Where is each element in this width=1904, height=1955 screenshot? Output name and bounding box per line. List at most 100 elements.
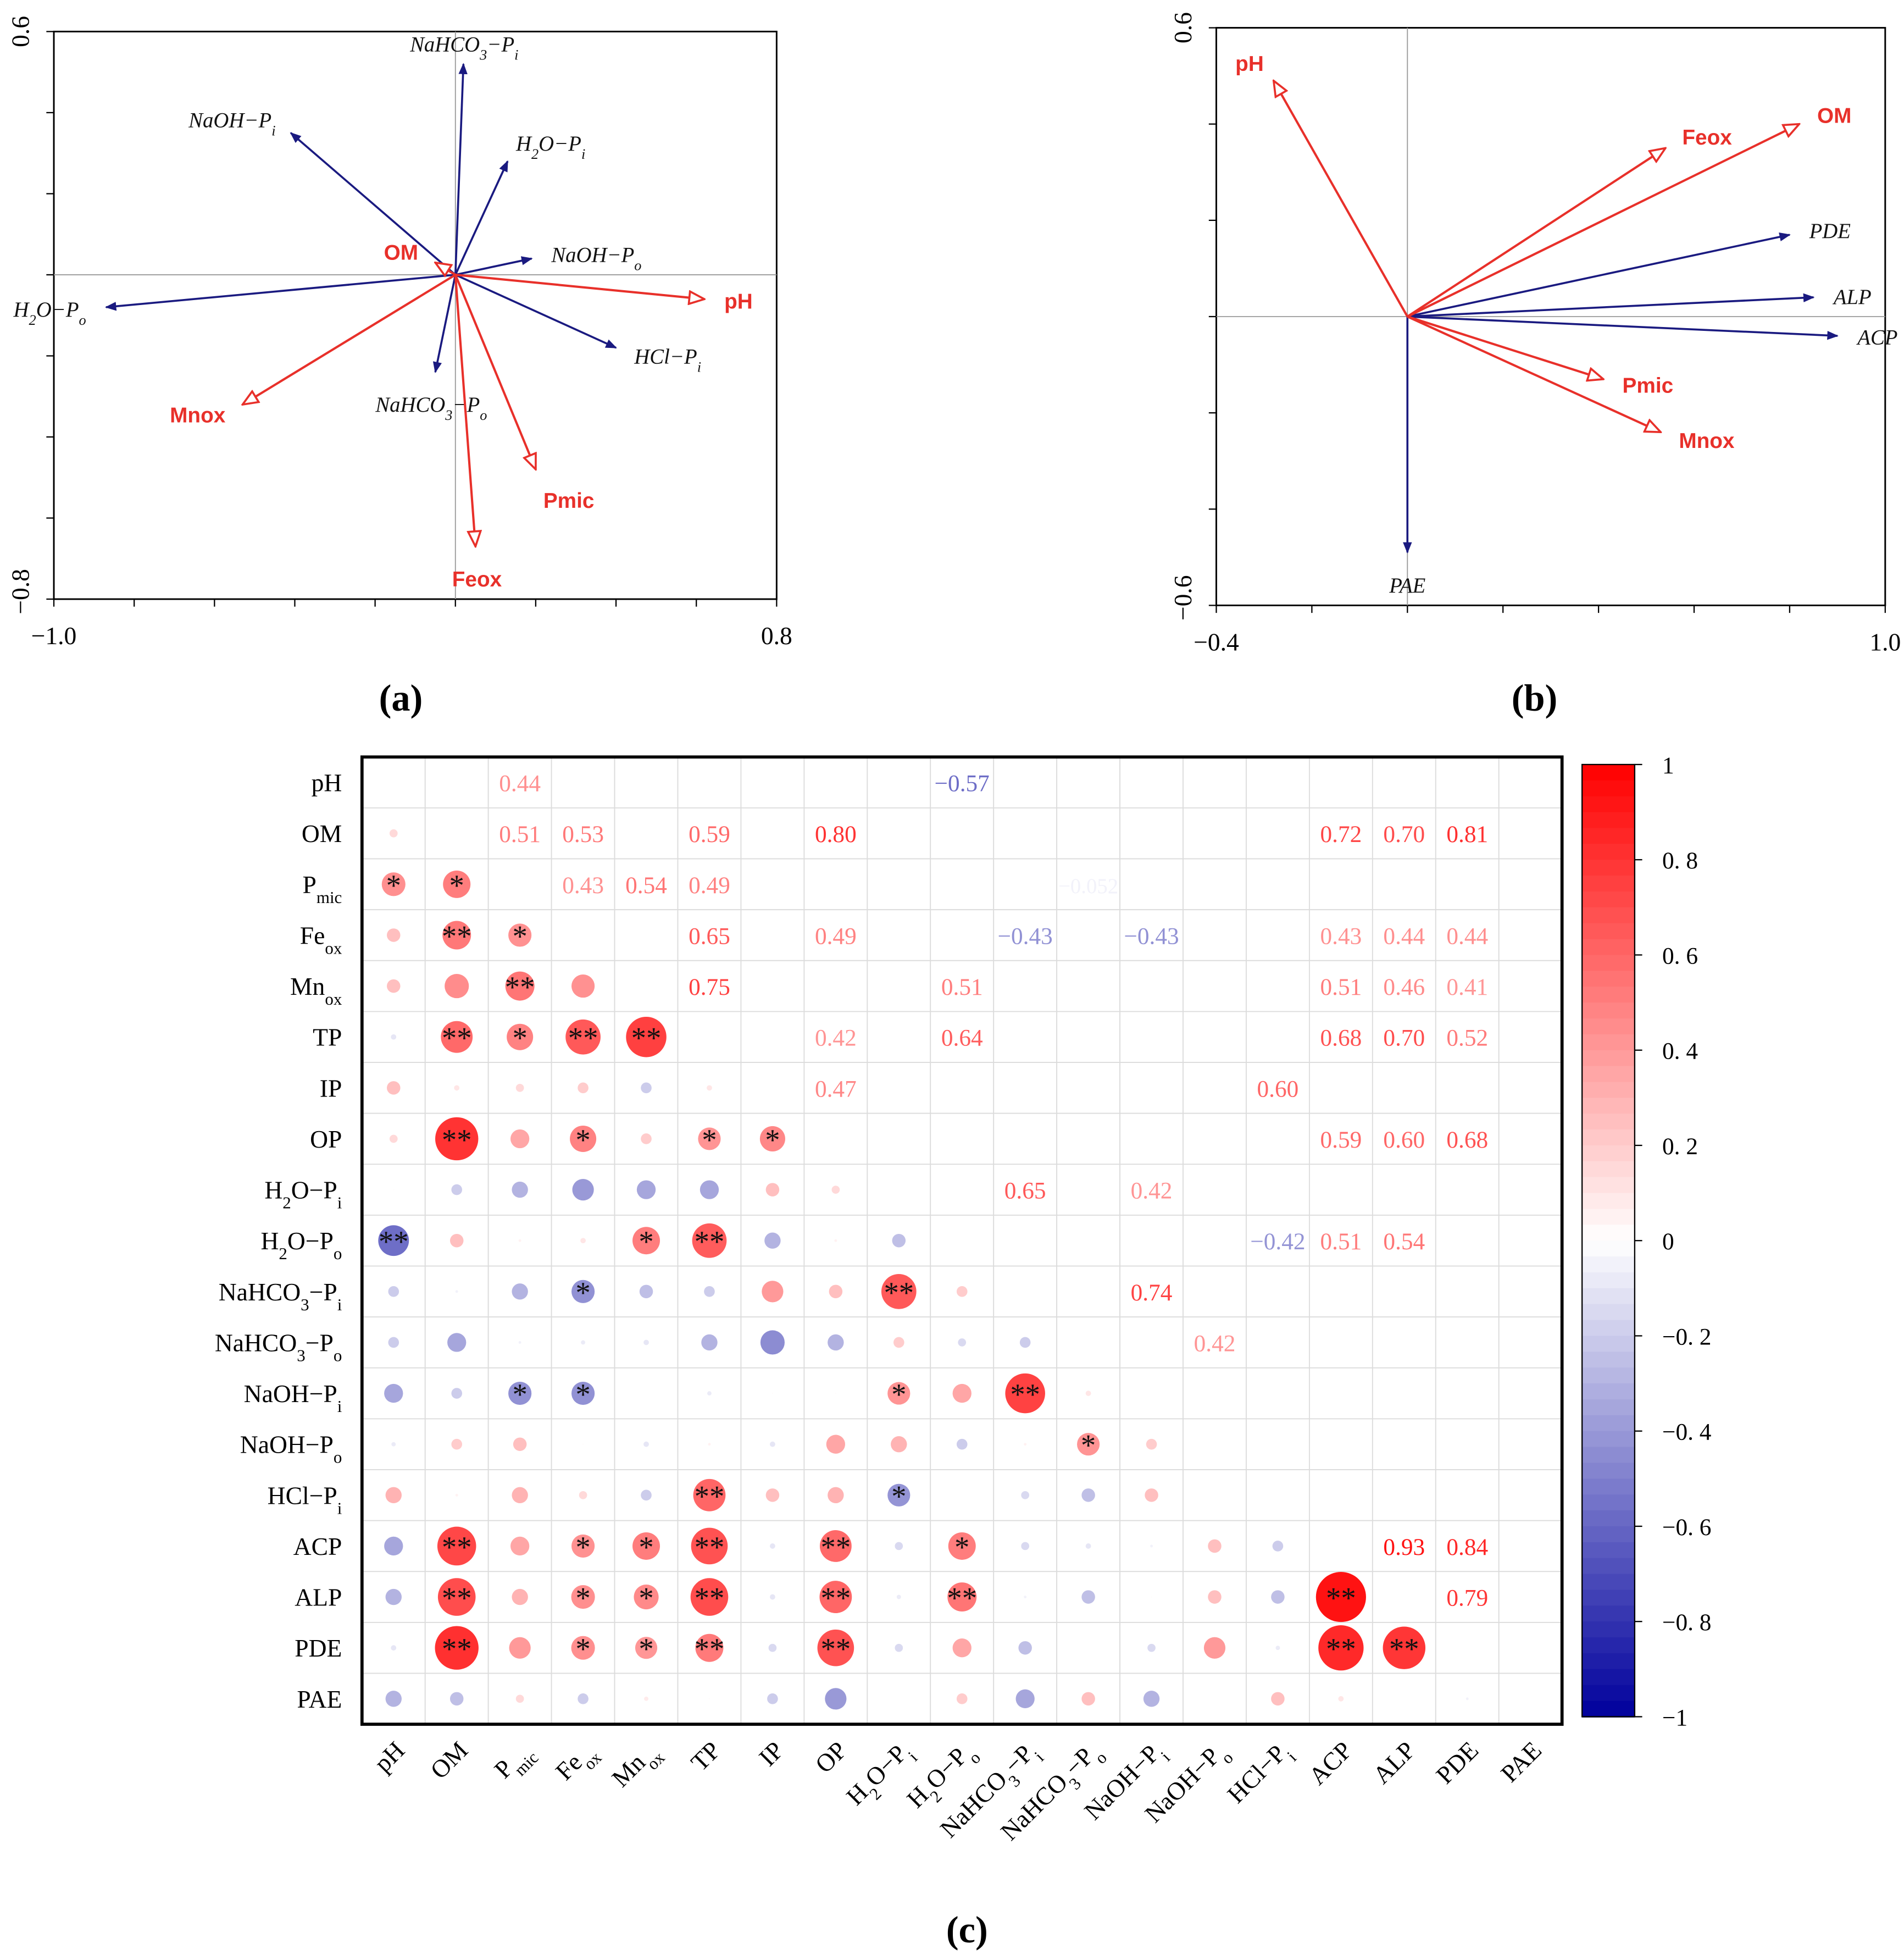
response-label: NaOH−Po [551, 243, 641, 274]
correlation-circle [764, 1232, 781, 1249]
correlation-value-label: 0.54 [1383, 1228, 1425, 1255]
heatmap-cell [740, 756, 805, 808]
correlation-value-label: 0.68 [1446, 1127, 1488, 1153]
heatmap-cell [1056, 1265, 1120, 1318]
correlation-value-label: 0.59 [689, 821, 730, 848]
correlation-value-label: 0.79 [1446, 1585, 1488, 1611]
heatmap-cell [1372, 960, 1436, 1012]
significance-stars: * [702, 1123, 717, 1156]
colorbar-segment [1582, 1701, 1635, 1718]
correlation-value-label: 0.47 [815, 1076, 857, 1102]
label-segment: −P [487, 33, 514, 57]
heatmap-cell [993, 1164, 1058, 1216]
heatmap-cell [1246, 1112, 1310, 1165]
heatmap-cell [1435, 1621, 1500, 1674]
subscript: o [334, 1244, 342, 1263]
heatmap-cell [1435, 756, 1500, 808]
heatmap-cell [1435, 1418, 1500, 1470]
row-label: NaOH−Po [240, 1431, 342, 1467]
subscript: 3 [445, 407, 452, 423]
significance-stars: ** [821, 1581, 851, 1615]
subscript: i [271, 123, 275, 139]
heatmap-cell [677, 1011, 742, 1063]
colorbar-tick-label: −0. 4 [1662, 1419, 1711, 1446]
heatmap-cell [614, 858, 679, 911]
correlation-circle [435, 1626, 479, 1670]
heatmap-cell [867, 1112, 931, 1165]
response-label: HCl−Pi [634, 345, 701, 375]
subscript: 2 [279, 1244, 287, 1263]
heatmap-cell [930, 909, 995, 961]
correlation-circle [388, 1337, 399, 1348]
correlation-circle [384, 1536, 403, 1556]
y-tick-label: 0.6 [1169, 12, 1197, 43]
correlation-circle [828, 1334, 844, 1351]
response-arrow [290, 132, 456, 276]
correlation-circle [387, 1081, 401, 1095]
correlation-circle [518, 1239, 521, 1242]
heatmap-cell [677, 1316, 742, 1369]
correlation-circle [508, 923, 532, 947]
label-segment: H [515, 132, 532, 156]
correlation-circle [881, 1273, 917, 1309]
correlation-circle [956, 1286, 968, 1297]
response-label: NaOH−Pi [188, 109, 275, 139]
significance-stars: * [449, 868, 464, 902]
subscript: o [334, 1447, 342, 1466]
colorbar-tick-label: 0. 2 [1662, 1133, 1698, 1160]
heatmap-cell [1183, 909, 1247, 961]
colorbar-segment [1582, 1558, 1635, 1575]
heatmap-cell [1435, 1214, 1500, 1267]
heatmap-cell [1119, 1672, 1184, 1725]
subscript: 3 [301, 1294, 309, 1314]
label-segment: H [264, 1176, 282, 1204]
heatmap-cell [1308, 1011, 1373, 1063]
subscript: ox [325, 938, 342, 957]
correlation-circle [1150, 1544, 1153, 1548]
heatmap-cell [1183, 1062, 1247, 1114]
correlation-circle [896, 1594, 901, 1599]
heatmap-cell [1056, 858, 1120, 911]
correlation-value-label: 0.43 [562, 872, 604, 899]
heatmap-cell [993, 1112, 1058, 1165]
correlation-circle [952, 1638, 972, 1658]
correlation-circle [762, 1281, 784, 1303]
correlation-circle [817, 1629, 854, 1666]
row-label: H2O−Pi [264, 1176, 342, 1212]
biplot-panel-a: −1.0 0.80.6−0.8NaHCO3−PiNaOH−PiH2O−PiNaOH… [6, 16, 792, 719]
row-label: NaHCO3−Pi [219, 1278, 342, 1314]
heatmap-cell [867, 960, 931, 1012]
heatmap-cell [677, 909, 742, 961]
heatmap-cell [1119, 960, 1184, 1012]
colorbar-segment [1582, 1034, 1635, 1051]
correlation-circle [512, 1181, 528, 1198]
correlation-circle [1147, 1643, 1156, 1652]
label-segment: NaHCO [219, 1278, 301, 1306]
colorbar-segment [1582, 1399, 1635, 1416]
heatmap-cell [1056, 1316, 1120, 1369]
colorbar-segment [1582, 1637, 1635, 1654]
correlation-circle [1081, 1488, 1095, 1502]
colorbar-segment [1582, 1003, 1635, 1020]
label-segment: TP [685, 1736, 726, 1776]
correlation-circle [887, 1483, 911, 1507]
subscript: o [634, 257, 641, 273]
heatmap-cell [1435, 1062, 1500, 1114]
explanatory-label: OM [1817, 104, 1851, 128]
correlation-circle [507, 1023, 534, 1050]
significance-stars: * [639, 1632, 653, 1666]
correlation-circle [391, 1442, 396, 1447]
correlation-circle [509, 1637, 531, 1659]
correlation-circle [770, 1543, 775, 1549]
heatmap-cell [867, 909, 931, 961]
heatmap-cell [1056, 1214, 1120, 1267]
response-arrow [1407, 293, 1815, 318]
label-segment: H [260, 1227, 279, 1255]
correlation-circle [1021, 1542, 1030, 1550]
heatmap-cell [1435, 909, 1500, 961]
significance-stars: ** [442, 1021, 472, 1055]
correlation-circle [387, 979, 401, 993]
correlation-circle [825, 1688, 847, 1710]
heatmap-cell [1498, 858, 1563, 911]
correlation-circle [381, 872, 406, 896]
